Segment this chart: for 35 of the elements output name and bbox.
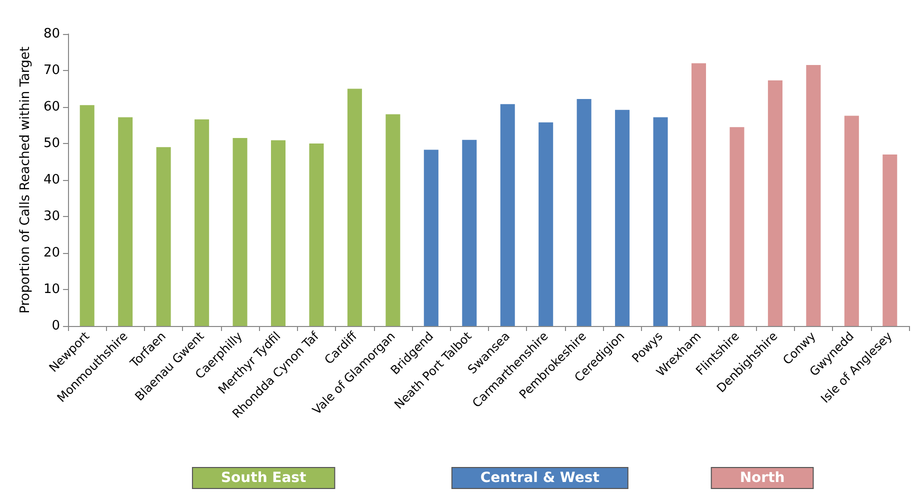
bar	[691, 63, 706, 326]
y-tick-label: 0	[52, 318, 60, 334]
bar	[156, 147, 171, 326]
bar	[538, 122, 554, 326]
bar	[462, 140, 477, 326]
bar	[80, 105, 94, 326]
bar	[500, 104, 515, 326]
y-tick-label: 10	[43, 282, 60, 297]
y-axis-title: Proportion of Calls Reached within Target	[18, 46, 33, 314]
bar	[194, 119, 210, 326]
bar	[576, 98, 592, 326]
bar	[653, 117, 668, 326]
text: Central & West	[480, 470, 600, 486]
bar	[882, 154, 898, 326]
y-tick-label: 80	[43, 26, 60, 42]
bar	[806, 65, 821, 326]
text: North	[740, 470, 785, 486]
bar	[844, 116, 859, 326]
bar	[347, 88, 362, 326]
bar	[615, 110, 630, 326]
y-tick-label: 60	[43, 100, 60, 114]
y-tick-label: 70	[43, 63, 60, 78]
bar	[232, 138, 248, 326]
bar	[424, 150, 438, 326]
bar	[730, 127, 744, 326]
y-tick-label: 50	[43, 136, 60, 151]
bar	[768, 80, 782, 326]
y-tick-label: 40	[43, 172, 60, 188]
bar	[386, 114, 400, 326]
y-tick-label: 30	[43, 209, 60, 224]
bar	[309, 144, 324, 326]
bar	[270, 140, 286, 326]
bar	[118, 117, 133, 326]
text: South East	[220, 470, 307, 486]
y-tick-label: 20	[43, 246, 60, 260]
